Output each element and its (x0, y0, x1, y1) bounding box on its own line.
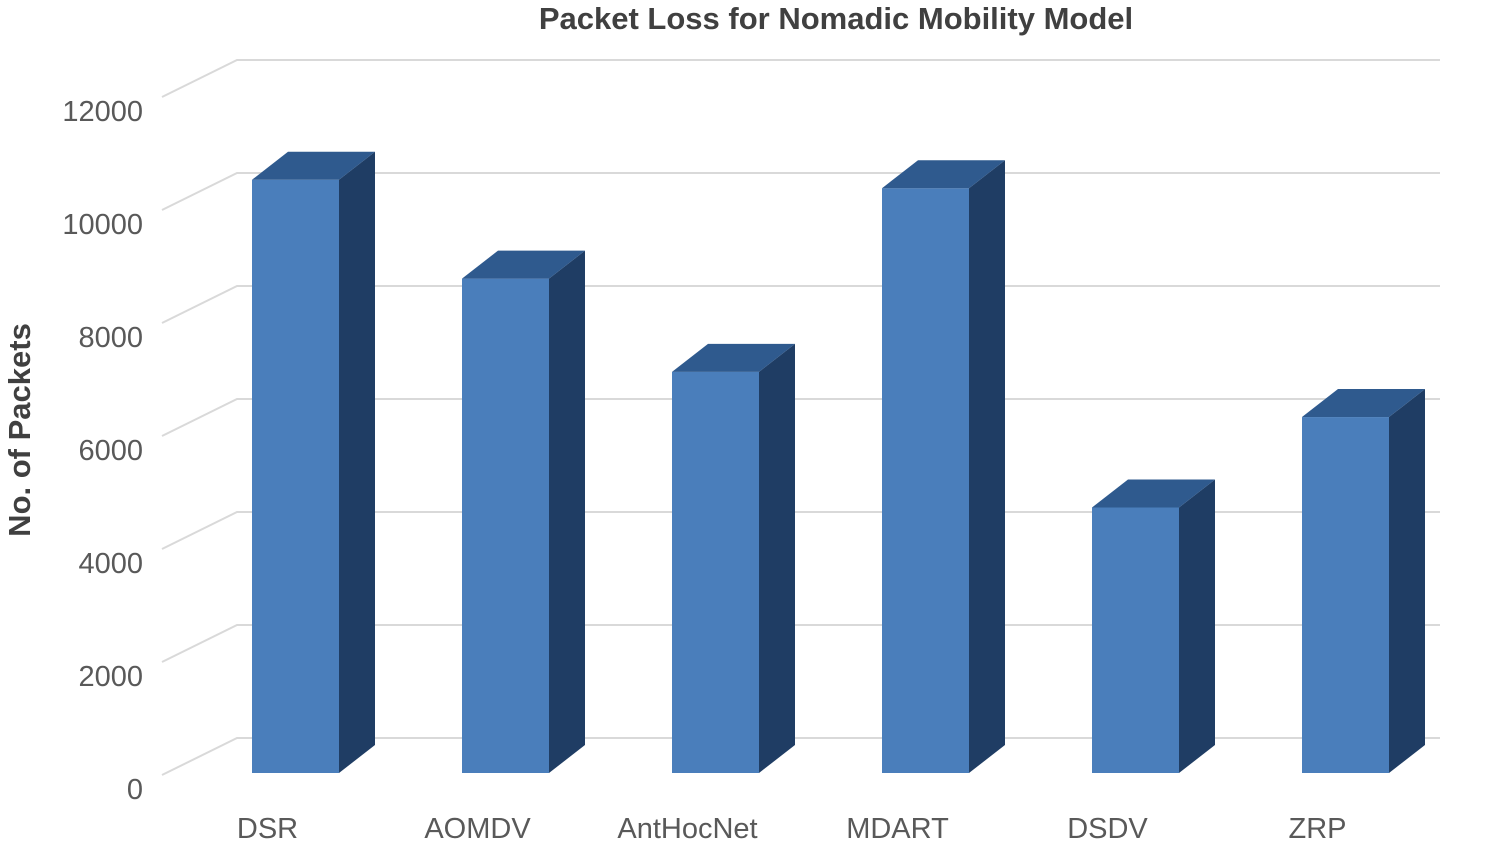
y-tick-label: 0 (127, 774, 143, 806)
bar-side (1179, 479, 1215, 773)
bar-mdart (882, 160, 1005, 774)
y-tick-label: 6000 (78, 435, 143, 467)
bars (252, 151, 1425, 774)
gridline (161, 624, 1440, 663)
bar-aomdv (462, 250, 585, 773)
x-category-label: DSR (237, 813, 298, 845)
bar-top (1302, 389, 1425, 418)
x-category-label: ZRP (1289, 813, 1347, 845)
bar-top (252, 151, 375, 180)
y-tick-label: 4000 (78, 548, 143, 580)
bar-side (969, 160, 1005, 774)
y-tick-label: 10000 (62, 209, 143, 241)
x-category-label: AOMDV (424, 813, 531, 845)
gridline (161, 737, 1440, 776)
chart-title: Packet Loss for Nomadic Mobility Model (539, 1, 1133, 36)
bar-front (1092, 507, 1179, 773)
y-tick-label: 8000 (78, 322, 143, 354)
x-category-label: DSDV (1067, 813, 1148, 845)
x-axis-categories: DSR AOMDV AntHocNet MDART DSDV ZRP (237, 813, 1347, 845)
gridline (161, 172, 1440, 211)
bar-anthocnet (672, 343, 795, 773)
bar-top (462, 250, 585, 279)
bar-front (1302, 417, 1389, 773)
y-tick-label: 12000 (62, 96, 143, 128)
bar-dsdv (1092, 479, 1215, 773)
gridline (161, 59, 1440, 98)
bar-dsr (252, 151, 375, 773)
bar-front (462, 278, 549, 773)
bar-top (882, 160, 1005, 189)
bar-front (252, 179, 339, 773)
bar-front (672, 371, 759, 773)
x-category-label: MDART (846, 813, 949, 845)
y-axis-ticks: 0 2000 4000 6000 8000 10000 12000 (62, 96, 143, 806)
gridlines (161, 59, 1440, 776)
bar-side (1389, 389, 1425, 773)
y-axis-label: No. of Packets (2, 323, 37, 537)
bar-zrp (1302, 389, 1425, 773)
bar-side (549, 250, 585, 773)
bar-side (339, 151, 375, 773)
gridline (161, 398, 1440, 437)
gridline (161, 511, 1440, 550)
gridline (161, 285, 1440, 324)
bar-top (1092, 479, 1215, 508)
bar-front (882, 188, 969, 774)
y-tick-label: 2000 (78, 661, 143, 693)
x-category-label: AntHocNet (617, 813, 757, 845)
bar-side (759, 343, 795, 773)
bar-top (672, 343, 795, 372)
